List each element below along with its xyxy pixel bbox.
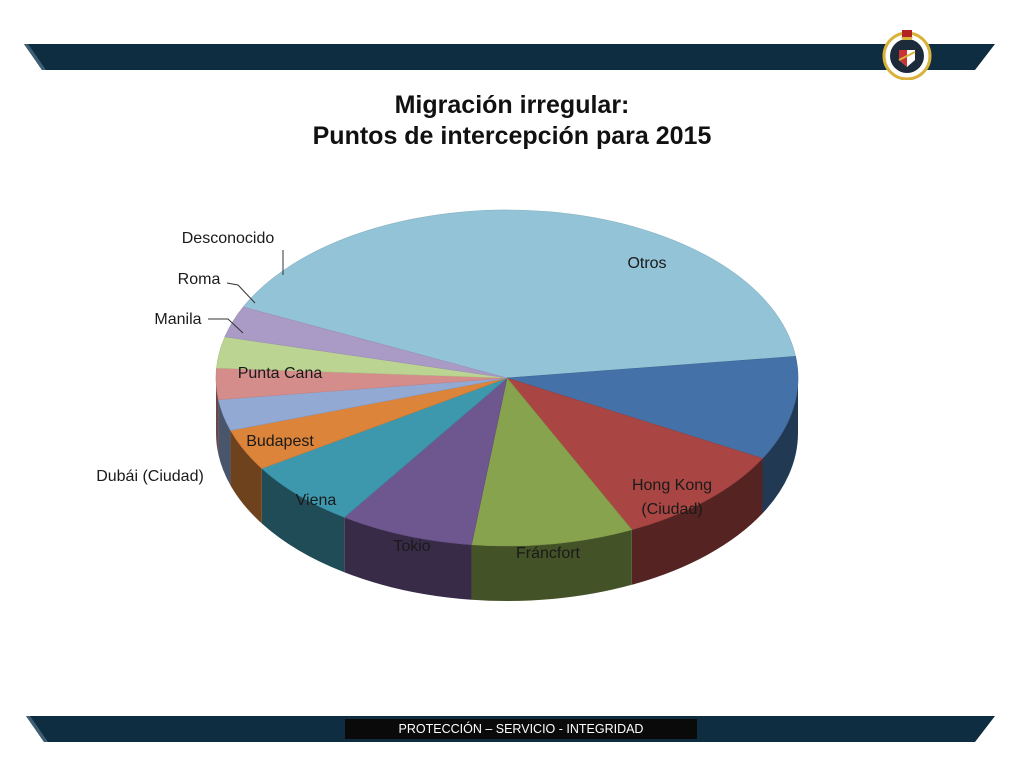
data-label-1: Hong Kong (Ciudad)	[632, 477, 712, 518]
data-label-7: Punta Cana	[238, 365, 323, 382]
pie-side-3	[471, 529, 632, 601]
title-line-1: Migración irregular:	[394, 91, 630, 119]
pie-side-7	[218, 399, 231, 486]
crest-emblem-icon	[882, 30, 932, 80]
title-line-2: Puntos de intercepción para 2015	[312, 122, 712, 150]
data-label-3: Tokio	[393, 538, 430, 555]
leader-line-8	[208, 318, 244, 334]
data-label-2: Fráncfort	[516, 545, 581, 562]
pie-slice-fr-ncfort	[506, 377, 764, 531]
pie-side-6	[230, 430, 262, 524]
pie-slice-viena	[343, 377, 508, 546]
pie-side-1	[762, 378, 799, 514]
data-label-6: Dubái (Ciudad)	[96, 468, 204, 485]
pie-slice-tokio	[471, 377, 633, 547]
top-band-shape	[24, 44, 995, 70]
pie-labels: Otros Hong Kong (Ciudad) Fráncfort Tokio Vien…	[96, 230, 712, 562]
pie-side-5	[261, 468, 345, 573]
pie-slice-desconocido	[224, 306, 508, 379]
data-label-5: Budapest	[246, 433, 314, 450]
pie-slice-otros	[242, 209, 796, 379]
pie-side-4	[344, 517, 472, 600]
data-label-4: Viena	[296, 492, 337, 509]
data-label-8: Manila	[154, 311, 201, 328]
data-label-10: Desconocido	[182, 230, 275, 247]
leader-line-9	[226, 282, 256, 304]
data-label-0: Otros	[627, 255, 666, 272]
page-title: Migración irregular: Puntos de intercepc…	[0, 90, 1024, 152]
pie-top	[215, 209, 799, 547]
footer-motto: PROTECCIÓN – SERVICIO - INTEGRIDAD	[345, 719, 697, 739]
bottom-band-edge	[26, 716, 48, 742]
pie-side-2	[631, 458, 763, 585]
top-band-edge	[24, 44, 46, 70]
pie-slice-hong-kong-ciudad-	[506, 356, 799, 459]
data-label-9: Roma	[178, 271, 221, 288]
pie-slice-budapest	[261, 377, 508, 518]
pie-sides	[216, 378, 799, 601]
